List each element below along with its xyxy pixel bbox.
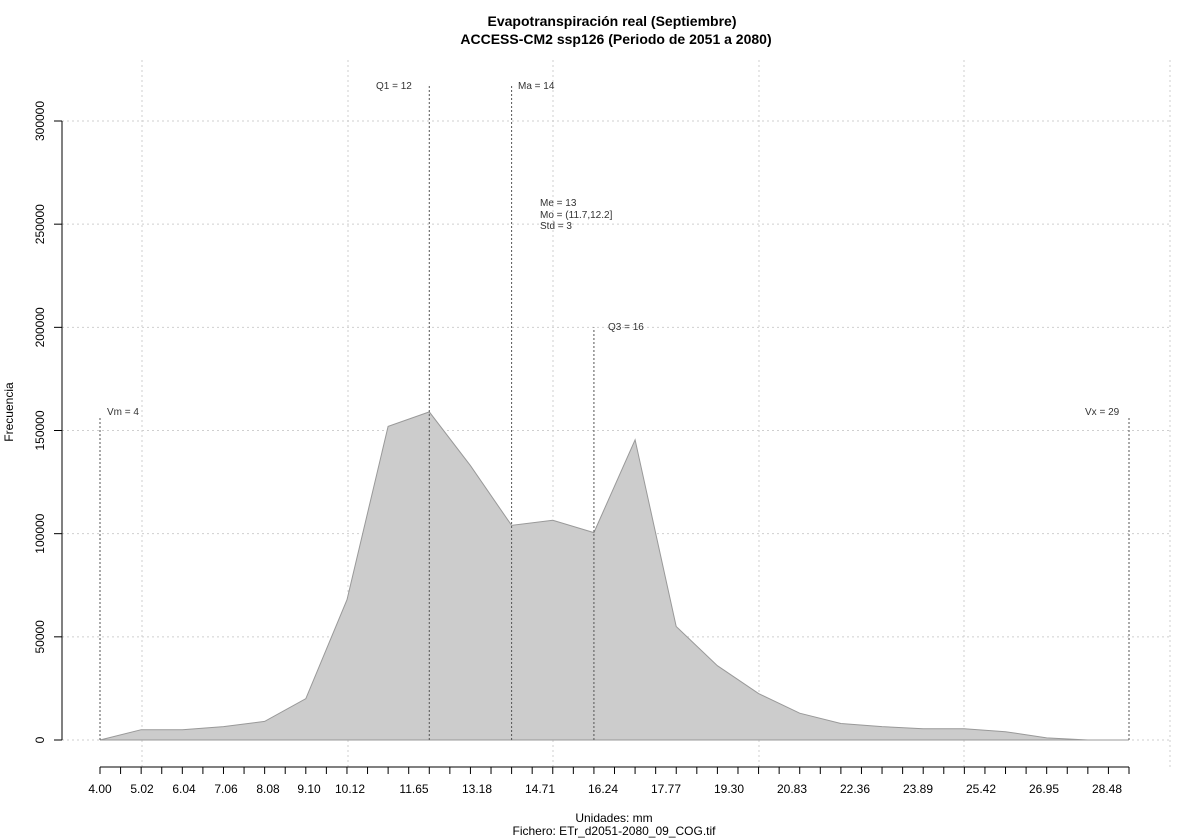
chart-subtitle: ACCESS-CM2 ssp126 (Periodo de 2051 a 208… — [460, 31, 771, 47]
x-tick-label: 17.77 — [651, 782, 681, 796]
ma-label: Ma = 14 — [518, 81, 555, 92]
y-tick-label: 300000 — [33, 101, 47, 141]
x-tick-label: 6.04 — [172, 782, 196, 796]
x-axis-label: Unidades: mm — [575, 811, 652, 825]
y-tick-label: 50000 — [33, 620, 47, 654]
q1-label: Q1 = 12 — [376, 81, 412, 92]
y-tick-label: 0 — [33, 736, 47, 743]
x-tick-label: 10.12 — [335, 782, 365, 796]
area-layer — [99, 411, 1129, 741]
annotation-lines — [99, 85, 1130, 740]
q3-label: Q3 = 16 — [608, 322, 644, 333]
stat-mode: Mo = (11.7,12.2] — [540, 210, 613, 221]
y-axis-label: Frecuencia — [2, 382, 16, 442]
y-tick-label: 100000 — [33, 513, 47, 553]
vx-label: Vx = 29 — [1085, 407, 1120, 418]
x-tick-label: 28.48 — [1092, 782, 1122, 796]
x-tick-label: 14.71 — [525, 782, 555, 796]
file-label: Fichero: ETr_d2051-2080_09_COG.tif — [513, 824, 717, 838]
y-tick-label: 200000 — [33, 307, 47, 347]
vm-label: Vm = 4 — [107, 407, 139, 418]
x-tick-label: 7.06 — [214, 782, 238, 796]
y-tick-label: 150000 — [33, 410, 47, 450]
x-tick-label: 19.30 — [714, 782, 744, 796]
histogram-area — [99, 411, 1129, 741]
x-tick-label: 11.65 — [399, 782, 428, 796]
annotations: Vm = 4 Q1 = 12 Ma = 14 Q3 = 16 Vx = 29 M… — [107, 81, 1120, 418]
x-tick-label: 8.08 — [256, 782, 280, 796]
x-tick-label: 26.95 — [1029, 782, 1059, 796]
chart-title: Evapotranspiración real (Septiembre) — [488, 13, 737, 29]
x-tick-label: 5.02 — [130, 782, 154, 796]
x-tick-label: 4.00 — [88, 782, 112, 796]
x-tick-label: 16.24 — [588, 782, 618, 796]
x-tick-label: 25.42 — [966, 782, 996, 796]
x-tick-label: 9.10 — [297, 782, 321, 796]
x-tick-label: 13.18 — [462, 782, 492, 796]
x-tick-label: 23.89 — [903, 782, 933, 796]
axes: 0 50000 100000 150000 200000 250000 300000 4.00… — [33, 101, 1130, 796]
stat-median: Me = 13 — [540, 198, 577, 209]
x-tick-label: 22.36 — [840, 782, 870, 796]
y-tick-label: 250000 — [33, 204, 47, 244]
x-tick-label: 20.83 — [777, 782, 807, 796]
stat-std: Std = 3 — [540, 221, 572, 232]
